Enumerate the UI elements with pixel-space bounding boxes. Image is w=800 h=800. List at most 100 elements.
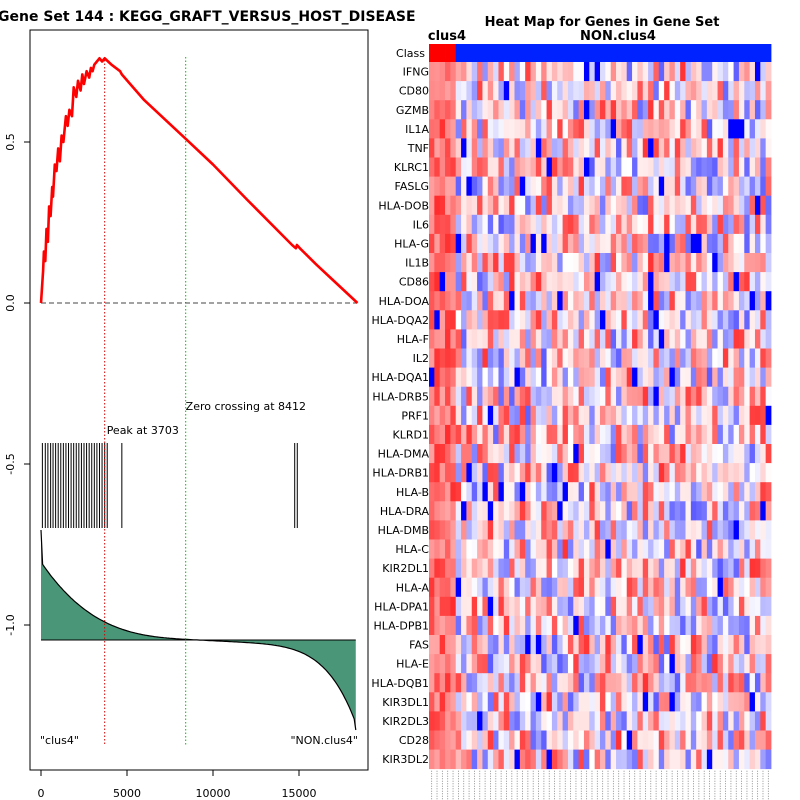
heatmap-cell: [498, 386, 505, 407]
class-cell: [589, 44, 596, 62]
heatmap-cell: [498, 539, 505, 559]
heatmap-cell: [685, 482, 692, 502]
gene-label: IL1A: [405, 123, 429, 136]
heatmap-cell: [466, 749, 473, 770]
heatmap-cell: [749, 730, 756, 750]
heatmap-cell: [760, 214, 767, 235]
heatmap-cell: [583, 424, 590, 445]
heatmap-cell: [690, 711, 697, 731]
heatmap-cell: [578, 730, 585, 750]
y-tick-label: 0.5: [4, 133, 17, 151]
gene-label: HLA-DRB5: [372, 390, 429, 403]
heatmap-cell: [674, 233, 681, 254]
heatmap-cell: [717, 520, 724, 540]
heatmap-cell: [562, 749, 569, 770]
heatmap-cell: [701, 81, 708, 101]
heatmap-cell: [664, 520, 670, 540]
heatmap-cell: [696, 673, 702, 693]
heatmap-cell: [685, 62, 692, 82]
heatmap-cell: [535, 367, 542, 388]
heatmap-cell: [567, 501, 574, 521]
heatmap-cell: [701, 272, 708, 292]
heatmap-cell: [477, 310, 483, 330]
heatmap-cell: [567, 596, 574, 617]
heatmap-cell: [754, 520, 761, 540]
heatmap-cell: [658, 100, 665, 120]
heatmap-cell: [514, 253, 521, 273]
heatmap-cell: [445, 176, 451, 197]
heatmap-cell: [557, 654, 563, 674]
heatmap-cell: [680, 329, 686, 349]
heatmap-cell: [429, 654, 435, 674]
heatmap-cell: [690, 176, 697, 197]
heatmap-cell: [760, 749, 767, 770]
heatmap-cell: [589, 291, 596, 311]
heatmap-cell: [514, 386, 521, 407]
heatmap-cell: [696, 253, 702, 273]
heatmap-cell: [690, 348, 697, 368]
heatmap-cell: [669, 329, 676, 349]
heatmap-cell: [600, 310, 606, 330]
heatmap-cell: [541, 463, 547, 483]
heatmap-cell: [578, 195, 585, 216]
heatmap-cell: [583, 119, 590, 139]
heatmap-cell: [642, 711, 649, 731]
heatmap-cell: [519, 81, 526, 101]
heatmap-cell: [573, 711, 580, 731]
heatmap-cell: [749, 291, 756, 311]
heatmap-cell: [514, 81, 521, 101]
heatmap-cell: [674, 100, 681, 120]
gene-label: KIR2DL3: [382, 715, 429, 728]
heatmap-cell: [717, 596, 724, 617]
heatmap-cell: [525, 444, 531, 464]
heatmap-cell: [551, 730, 558, 750]
heatmap-cell: [712, 100, 718, 120]
heatmap-cell: [503, 329, 510, 349]
heatmap-cell: [616, 501, 622, 521]
heatmap-cell: [749, 463, 756, 483]
heatmap-cell: [471, 615, 478, 636]
heatmap-cell: [605, 195, 612, 216]
heatmap-cell: [445, 272, 451, 292]
heatmap-cell: [578, 692, 585, 712]
heatmap-cell: [578, 615, 585, 636]
heatmap-cell: [669, 539, 676, 559]
heatmap-cell: [589, 253, 596, 273]
heatmap-cell: [461, 501, 467, 521]
heatmap-cell: [658, 291, 665, 311]
enrichment-plot-title: Gene Set 144 : KEGG_GRAFT_VERSUS_HOST_DI…: [0, 9, 416, 25]
heatmap-cell: [578, 119, 585, 139]
heatmap-cell: [658, 635, 665, 655]
heatmap-cell: [461, 195, 467, 216]
heatmap-cell: [525, 405, 531, 426]
heatmap-cell: [487, 348, 494, 368]
heatmap-cell: [696, 577, 702, 598]
heatmap-cell: [669, 310, 676, 330]
heatmap-cell: [466, 62, 473, 82]
heatmap-cell: [530, 62, 537, 82]
heatmap-cell: [712, 348, 718, 368]
heatmap-cell: [567, 692, 574, 712]
heatmap-cell: [717, 233, 724, 254]
heatmap-cell: [760, 654, 767, 674]
heatmap-cell: [605, 176, 612, 197]
heatmap-cell: [706, 596, 713, 617]
heatmap-cell: [616, 100, 622, 120]
heatmap-cell: [605, 577, 612, 598]
heatmap-cell: [450, 176, 457, 197]
heatmap-cell: [503, 444, 510, 464]
heatmap-cell: [701, 253, 708, 273]
heatmap-cell: [658, 138, 665, 158]
heatmap-cell: [696, 138, 702, 158]
heatmap-cell: [664, 635, 670, 655]
heatmap-cell: [722, 367, 729, 388]
heatmap-cell: [535, 233, 542, 254]
heatmap-cell: [621, 482, 628, 502]
heatmap-cell: [429, 539, 435, 559]
heatmap-cell: [503, 596, 510, 617]
heatmap-cell: [653, 520, 660, 540]
heatmap-cell: [477, 654, 483, 674]
heatmap-cell: [626, 348, 633, 368]
heatmap-cell: [503, 272, 510, 292]
heatmap-cell: [562, 444, 569, 464]
